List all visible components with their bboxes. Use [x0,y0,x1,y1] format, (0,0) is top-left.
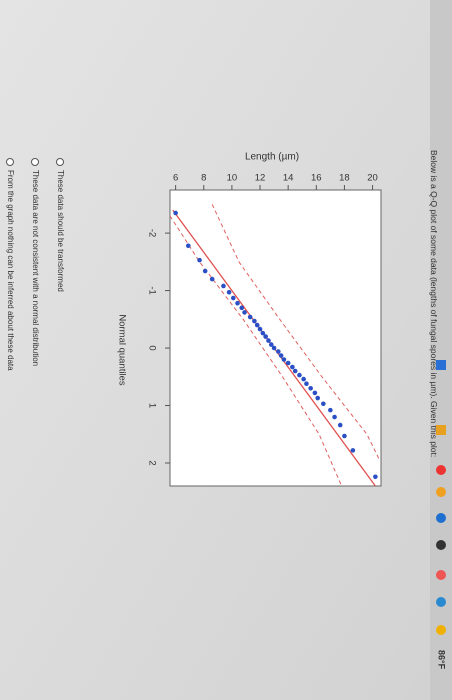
point [350,448,356,453]
point [292,368,298,374]
point [263,334,268,339]
point [373,474,378,480]
point [308,385,313,391]
question: Below is a Q-Q plot of some data (length… [429,150,439,457]
point [271,345,277,351]
option[interactable]: These data are not consistent with a nor… [31,170,40,366]
radio[interactable] [31,158,39,166]
point [328,407,333,413]
point [281,357,287,362]
point [231,295,236,301]
x-tick-label: 1 [146,403,157,408]
y-tick-label: 16 [311,173,322,184]
option[interactable]: From the graph nothing can be inferred a… [6,170,15,371]
point [221,283,226,289]
icon[interactable] [436,487,446,497]
temperature: 86°F [437,650,447,670]
point [197,257,202,263]
point [321,401,326,407]
point [173,210,178,216]
y-tick-label: 10 [227,173,238,184]
point [297,372,302,378]
icon[interactable] [436,570,446,580]
point [247,314,253,320]
taskbar [430,0,452,700]
x-tick-label: -1 [146,286,157,294]
x-tick-label: 0 [146,345,157,350]
point [209,276,215,282]
point [185,243,191,249]
y-tick-label: 14 [283,173,294,184]
point [342,433,347,439]
point [304,381,309,386]
point [266,338,271,343]
point [301,376,306,382]
radio[interactable] [6,158,14,166]
options: These data should be transformed These d… [6,158,65,371]
x-axis-title: Normal quantiles [116,314,127,386]
point [239,305,245,311]
y-tick-label: 20 [367,173,378,184]
plot-area [169,189,382,487]
option[interactable]: These data should be transformed [56,170,65,292]
point [260,330,266,336]
point [268,342,274,347]
icon[interactable] [436,540,446,550]
y-axis-title: Length (µm) [245,152,299,163]
taskbar-icons: 86°F [436,360,447,670]
point [312,390,318,396]
y-tick-label: 18 [339,173,350,184]
point [285,360,291,366]
point [257,326,263,332]
point [337,422,343,428]
radio[interactable] [56,158,64,166]
plot-content [170,204,381,486]
point [242,310,247,315]
icon[interactable] [436,625,446,635]
icon[interactable] [436,425,446,435]
point [252,318,257,324]
point [276,349,281,354]
point [315,395,321,401]
envelope-upper [211,204,381,461]
point [226,290,232,295]
point [254,322,260,328]
point [290,364,295,370]
y-tick-label: 8 [201,173,206,184]
point [202,268,208,274]
x-tick-label: 2 [146,460,157,465]
envelope-lower [170,215,343,486]
icon[interactable] [436,465,446,475]
icon[interactable] [436,360,446,370]
y-tick-label: 6 [173,173,178,184]
icon[interactable] [436,597,446,607]
x-tick-label: -2 [146,229,157,237]
point [235,300,240,306]
y-tick-label: 12 [255,173,266,184]
point [278,353,284,358]
icon[interactable] [436,513,446,523]
point [332,414,337,420]
